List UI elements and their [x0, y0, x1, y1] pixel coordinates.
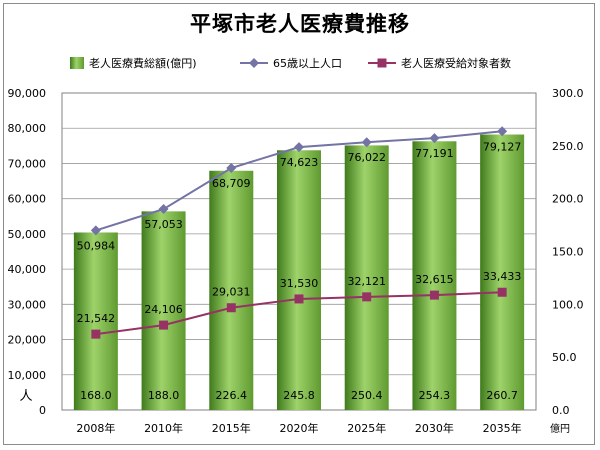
medical-recipients-point — [294, 294, 304, 304]
bar — [141, 211, 186, 410]
y-left-tick-label: 40,000 — [8, 263, 47, 276]
population-65-point — [429, 133, 440, 144]
y-left-unit: 人 — [19, 389, 32, 404]
y-right-tick-label: 100.0 — [552, 298, 584, 311]
x-tick-label: 2020年 — [280, 421, 319, 435]
population-65-value-label: 74,623 — [280, 156, 319, 169]
legend-label: 老人医療受給対象者数 — [401, 56, 511, 70]
population-65-value-label: 50,984 — [77, 239, 116, 252]
bar — [344, 145, 389, 411]
y-left-tick-label: 30,000 — [8, 298, 47, 311]
legend-label: 老人医療費総額(億円) — [89, 56, 197, 70]
population-65-point — [226, 162, 237, 173]
y-right-tick-label: 250.0 — [552, 140, 584, 153]
legend-swatch-marker — [377, 58, 387, 68]
medical-recipients-point — [497, 287, 507, 297]
medical-recipients-point — [362, 292, 372, 302]
y-left-tick-label: 70,000 — [8, 157, 47, 170]
medical-recipients-value-label: 32,121 — [347, 275, 386, 288]
x-tick-label: 2015年 — [212, 421, 251, 435]
y-left-tick-label: 90,000 — [8, 87, 47, 100]
bar — [480, 134, 525, 411]
population-65-value-label: 57,053 — [144, 218, 183, 231]
medical-recipients-point — [91, 329, 101, 339]
population-65-point — [158, 204, 169, 215]
bar — [277, 150, 321, 410]
population-65-value-label: 79,127 — [483, 140, 522, 153]
medical-recipients-value-label: 24,106 — [144, 303, 183, 316]
medical-recipients-value-label: 32,615 — [415, 273, 454, 286]
medical-recipients-point — [429, 290, 439, 300]
y-right-tick-label: 300.0 — [552, 87, 584, 100]
y-right-tick-label: 0.0 — [552, 404, 570, 417]
y-left-tick-label: 80,000 — [8, 122, 47, 135]
y-left-tick-label: 20,000 — [8, 334, 47, 347]
x-tick-label: 2030年 — [415, 421, 454, 435]
bar — [412, 141, 457, 410]
x-tick-label: 2035年 — [483, 421, 522, 435]
population-65-point — [497, 126, 508, 137]
y-right-tick-label: 200.0 — [552, 193, 584, 206]
population-65-value-label: 76,022 — [347, 151, 386, 164]
population-65-point — [90, 225, 101, 236]
legend-swatch-marker — [249, 58, 259, 68]
y-right-tick-label: 150.0 — [552, 246, 584, 259]
bar-value-label: 254.3 — [419, 389, 451, 402]
legend-label: 65歳以上人口 — [273, 57, 342, 70]
y-right-tick-label: 50.0 — [552, 351, 577, 364]
y-left-tick-label: 50,000 — [8, 228, 47, 241]
bar-value-label: 260.7 — [486, 389, 518, 402]
population-65-value-label: 68,709 — [212, 177, 251, 190]
medical-recipients-point — [226, 303, 236, 313]
x-tick-label: 2025年 — [347, 421, 386, 435]
medical-recipients-value-label: 33,433 — [483, 270, 522, 283]
bar-value-label: 168.0 — [80, 389, 112, 402]
y-left-tick-label: 60,000 — [8, 193, 47, 206]
population-65-value-label: 77,191 — [415, 147, 454, 160]
medical-recipients-value-label: 29,031 — [212, 286, 251, 299]
population-65-point — [361, 137, 372, 148]
medical-recipients-value-label: 31,530 — [280, 277, 319, 290]
bar — [209, 170, 254, 410]
chart-title: 平塚市老人医療費推移 — [190, 12, 410, 36]
bar-value-label: 245.8 — [283, 389, 315, 402]
y-left-tick-label: 0 — [39, 404, 46, 417]
y-right-unit: 億円 — [550, 422, 570, 435]
population-65-point — [294, 142, 304, 153]
bar-value-label: 188.0 — [148, 389, 180, 402]
x-tick-label: 2008年 — [76, 421, 115, 435]
x-tick-label: 2010年 — [144, 421, 183, 435]
medical-recipients-value-label: 21,542 — [77, 312, 116, 325]
bar-value-label: 226.4 — [216, 389, 248, 402]
bar — [73, 232, 118, 410]
medical-recipients-point — [159, 320, 169, 330]
y-left-tick-label: 10,000 — [8, 369, 47, 382]
bar-value-label: 250.4 — [351, 389, 383, 402]
legend-swatch-bar — [70, 57, 84, 69]
